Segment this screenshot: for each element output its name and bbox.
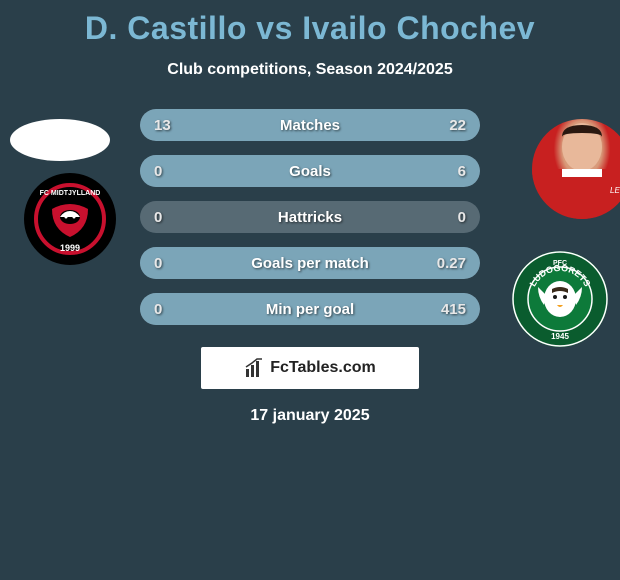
club-left-badge: FC MIDTJYLLAND 1999 <box>22 171 118 267</box>
svg-text:LEGEA: LEGEA <box>610 186 620 195</box>
stat-value-left: 0 <box>154 163 162 180</box>
stat-value-right: 0.27 <box>437 255 466 272</box>
stat-value-right: 0 <box>458 209 466 226</box>
comparison-panel: FC MIDTJYLLAND 1999 LEGEA PFC LUDOG <box>0 109 620 325</box>
stat-label: Hattricks <box>278 209 342 226</box>
stat-label: Min per goal <box>266 301 354 318</box>
stat-value-right: 22 <box>449 117 466 134</box>
stat-label: Goals <box>289 163 331 180</box>
stat-value-left: 0 <box>154 255 162 272</box>
player-left-avatar <box>10 119 110 161</box>
stat-row: 13 Matches 22 <box>140 109 480 141</box>
stat-value-left: 0 <box>154 209 162 226</box>
watermark[interactable]: FcTables.com <box>201 347 419 389</box>
player-right-avatar: LEGEA <box>532 119 620 219</box>
club-right-year: 1945 <box>551 332 569 341</box>
stat-row: 0 Min per goal 415 <box>140 293 480 325</box>
subtitle: Club competitions, Season 2024/2025 <box>0 61 620 79</box>
date: 17 january 2025 <box>0 407 620 425</box>
stats-table: 13 Matches 22 0 Goals 6 0 Hattricks 0 0 Goals per … <box>140 109 480 325</box>
stat-row: 0 Goals 6 <box>140 155 480 187</box>
stat-value-right: 415 <box>441 301 466 318</box>
chart-icon <box>244 357 266 379</box>
svg-text:FC MIDTJYLLAND: FC MIDTJYLLAND <box>40 190 101 197</box>
stat-label: Goals per match <box>251 255 369 272</box>
club-left-year: 1999 <box>60 243 80 253</box>
club-right-badge: PFC LUDOGORETS 1945 <box>510 249 610 349</box>
page-title: D. Castillo vs Ivailo Chochev <box>0 0 620 47</box>
stat-value-right: 6 <box>458 163 466 180</box>
stat-label: Matches <box>280 117 340 134</box>
watermark-text: FcTables.com <box>270 359 376 377</box>
stat-row: 0 Hattricks 0 <box>140 201 480 233</box>
stat-row: 0 Goals per match 0.27 <box>140 247 480 279</box>
stat-value-left: 0 <box>154 301 162 318</box>
stat-value-left: 13 <box>154 117 171 134</box>
